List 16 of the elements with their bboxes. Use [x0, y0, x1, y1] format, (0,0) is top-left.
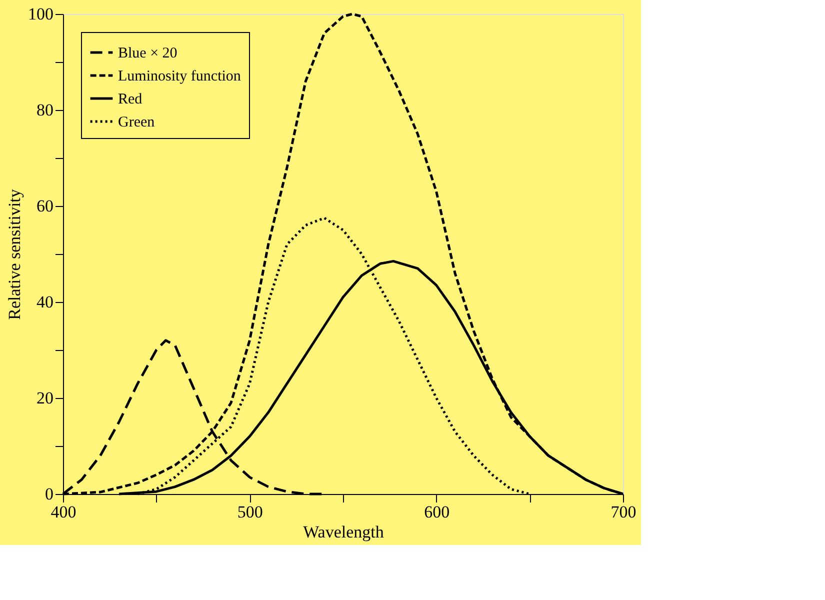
x-tick-label: 400	[50, 502, 76, 522]
legend-label: Blue × 20	[118, 46, 178, 62]
legend-label: Luminosity function	[118, 68, 242, 84]
y-tick-label: 100	[28, 4, 54, 24]
y-tick-label: 0	[45, 484, 54, 504]
x-axis-title: Wavelength	[303, 522, 384, 542]
y-tick-label: 60	[36, 196, 54, 216]
y-axis-title: Relative sensitivity	[5, 188, 24, 320]
x-tick-label: 500	[237, 502, 263, 522]
x-tick-label: 700	[610, 502, 636, 522]
legend-label: Green	[118, 114, 156, 130]
legend-label: Red	[118, 92, 143, 108]
y-tick-label: 20	[36, 388, 54, 408]
x-tick-label: 600	[424, 502, 450, 522]
y-tick-label: 80	[36, 100, 54, 120]
y-tick-label: 40	[36, 292, 54, 312]
